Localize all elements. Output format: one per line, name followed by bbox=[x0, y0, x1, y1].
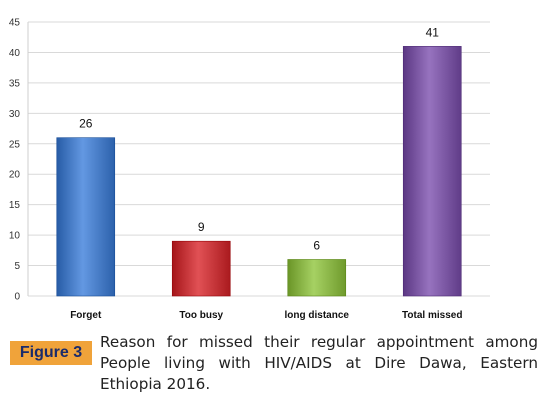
data-label: 41 bbox=[426, 25, 440, 39]
bar-long-distance bbox=[287, 259, 347, 297]
figure-label: Figure 3 bbox=[10, 341, 92, 365]
data-label: 9 bbox=[198, 220, 205, 234]
x-tick-label: Forget bbox=[70, 310, 102, 321]
data-labels: 26 9 6 41 bbox=[79, 25, 439, 252]
bar-total-missed bbox=[402, 46, 462, 297]
y-tick-label: 40 bbox=[9, 48, 21, 59]
bars bbox=[56, 46, 462, 297]
y-tick-label: 25 bbox=[9, 139, 21, 150]
y-tick-label: 15 bbox=[9, 200, 21, 211]
bar-chart: 0 5 10 15 20 25 30 35 40 45 26 9 6 41 Forget Too busy… bbox=[9, 18, 490, 321]
y-axis: 0 5 10 15 20 25 30 35 40 45 bbox=[9, 18, 29, 303]
data-label: 6 bbox=[313, 238, 320, 252]
y-tick-label: 45 bbox=[9, 18, 21, 29]
data-label: 26 bbox=[79, 117, 93, 131]
y-tick-label: 5 bbox=[14, 261, 20, 272]
x-tick-label: Total missed bbox=[402, 310, 462, 321]
x-tick-label: Too busy bbox=[179, 310, 223, 321]
bar-too-busy bbox=[171, 240, 231, 297]
y-tick-label: 30 bbox=[9, 109, 21, 120]
caption-text: Reason for missed their regular appointm… bbox=[100, 333, 538, 393]
figure-caption: Figure 3 Reason for missed their regular… bbox=[10, 331, 538, 397]
y-tick-label: 35 bbox=[9, 78, 21, 89]
bar-forget bbox=[56, 137, 116, 297]
y-tick-label: 20 bbox=[9, 170, 21, 181]
y-tick-label: 0 bbox=[14, 292, 20, 303]
chart-svg: 0 5 10 15 20 25 30 35 40 45 26 9 6 41 Forget Too busy… bbox=[9, 18, 490, 321]
y-tick-label: 10 bbox=[9, 231, 21, 242]
x-axis: Forget Too busy long distance Total missed bbox=[70, 310, 462, 321]
x-tick-label: long distance bbox=[285, 310, 350, 321]
